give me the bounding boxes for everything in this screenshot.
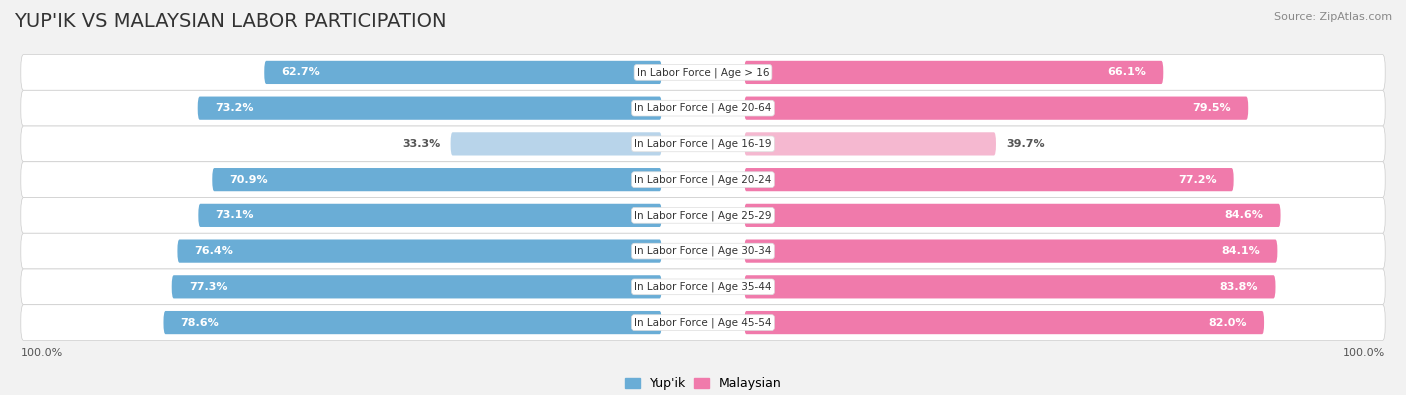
Text: 76.4%: 76.4% <box>194 246 233 256</box>
FancyBboxPatch shape <box>744 132 995 156</box>
Text: 79.5%: 79.5% <box>1192 103 1232 113</box>
Text: 84.1%: 84.1% <box>1222 246 1260 256</box>
Text: In Labor Force | Age > 16: In Labor Force | Age > 16 <box>637 67 769 78</box>
Text: 77.3%: 77.3% <box>188 282 228 292</box>
Text: 66.1%: 66.1% <box>1107 68 1146 77</box>
Text: 33.3%: 33.3% <box>402 139 440 149</box>
FancyBboxPatch shape <box>21 269 1385 305</box>
Text: In Labor Force | Age 35-44: In Labor Force | Age 35-44 <box>634 282 772 292</box>
Text: 73.2%: 73.2% <box>215 103 253 113</box>
Legend: Yup'ik, Malaysian: Yup'ik, Malaysian <box>620 372 786 395</box>
Text: 78.6%: 78.6% <box>181 318 219 327</box>
FancyBboxPatch shape <box>21 55 1385 90</box>
Text: In Labor Force | Age 25-29: In Labor Force | Age 25-29 <box>634 210 772 221</box>
Text: YUP'IK VS MALAYSIAN LABOR PARTICIPATION: YUP'IK VS MALAYSIAN LABOR PARTICIPATION <box>14 12 447 31</box>
FancyBboxPatch shape <box>21 233 1385 269</box>
Text: 77.2%: 77.2% <box>1178 175 1216 184</box>
Text: In Labor Force | Age 16-19: In Labor Force | Age 16-19 <box>634 139 772 149</box>
FancyBboxPatch shape <box>21 90 1385 126</box>
FancyBboxPatch shape <box>177 239 662 263</box>
Text: In Labor Force | Age 20-24: In Labor Force | Age 20-24 <box>634 174 772 185</box>
FancyBboxPatch shape <box>264 61 662 84</box>
Text: Source: ZipAtlas.com: Source: ZipAtlas.com <box>1274 12 1392 22</box>
FancyBboxPatch shape <box>744 96 1249 120</box>
FancyBboxPatch shape <box>744 204 1281 227</box>
Text: 100.0%: 100.0% <box>1343 348 1385 357</box>
Text: In Labor Force | Age 30-34: In Labor Force | Age 30-34 <box>634 246 772 256</box>
FancyBboxPatch shape <box>744 61 1163 84</box>
Text: 82.0%: 82.0% <box>1208 318 1247 327</box>
FancyBboxPatch shape <box>21 305 1385 340</box>
FancyBboxPatch shape <box>172 275 662 299</box>
Text: 39.7%: 39.7% <box>1007 139 1045 149</box>
FancyBboxPatch shape <box>744 311 1264 334</box>
Text: 84.6%: 84.6% <box>1225 211 1264 220</box>
FancyBboxPatch shape <box>21 126 1385 162</box>
FancyBboxPatch shape <box>21 162 1385 198</box>
FancyBboxPatch shape <box>744 168 1233 191</box>
FancyBboxPatch shape <box>744 239 1278 263</box>
FancyBboxPatch shape <box>21 198 1385 233</box>
Text: In Labor Force | Age 20-64: In Labor Force | Age 20-64 <box>634 103 772 113</box>
FancyBboxPatch shape <box>198 204 662 227</box>
Text: 83.8%: 83.8% <box>1220 282 1258 292</box>
FancyBboxPatch shape <box>198 96 662 120</box>
Text: 100.0%: 100.0% <box>21 348 63 357</box>
FancyBboxPatch shape <box>450 132 662 156</box>
Text: 73.1%: 73.1% <box>215 211 254 220</box>
FancyBboxPatch shape <box>163 311 662 334</box>
Text: 62.7%: 62.7% <box>281 68 321 77</box>
FancyBboxPatch shape <box>744 275 1275 299</box>
FancyBboxPatch shape <box>212 168 662 191</box>
Text: 70.9%: 70.9% <box>229 175 269 184</box>
Text: In Labor Force | Age 45-54: In Labor Force | Age 45-54 <box>634 317 772 328</box>
